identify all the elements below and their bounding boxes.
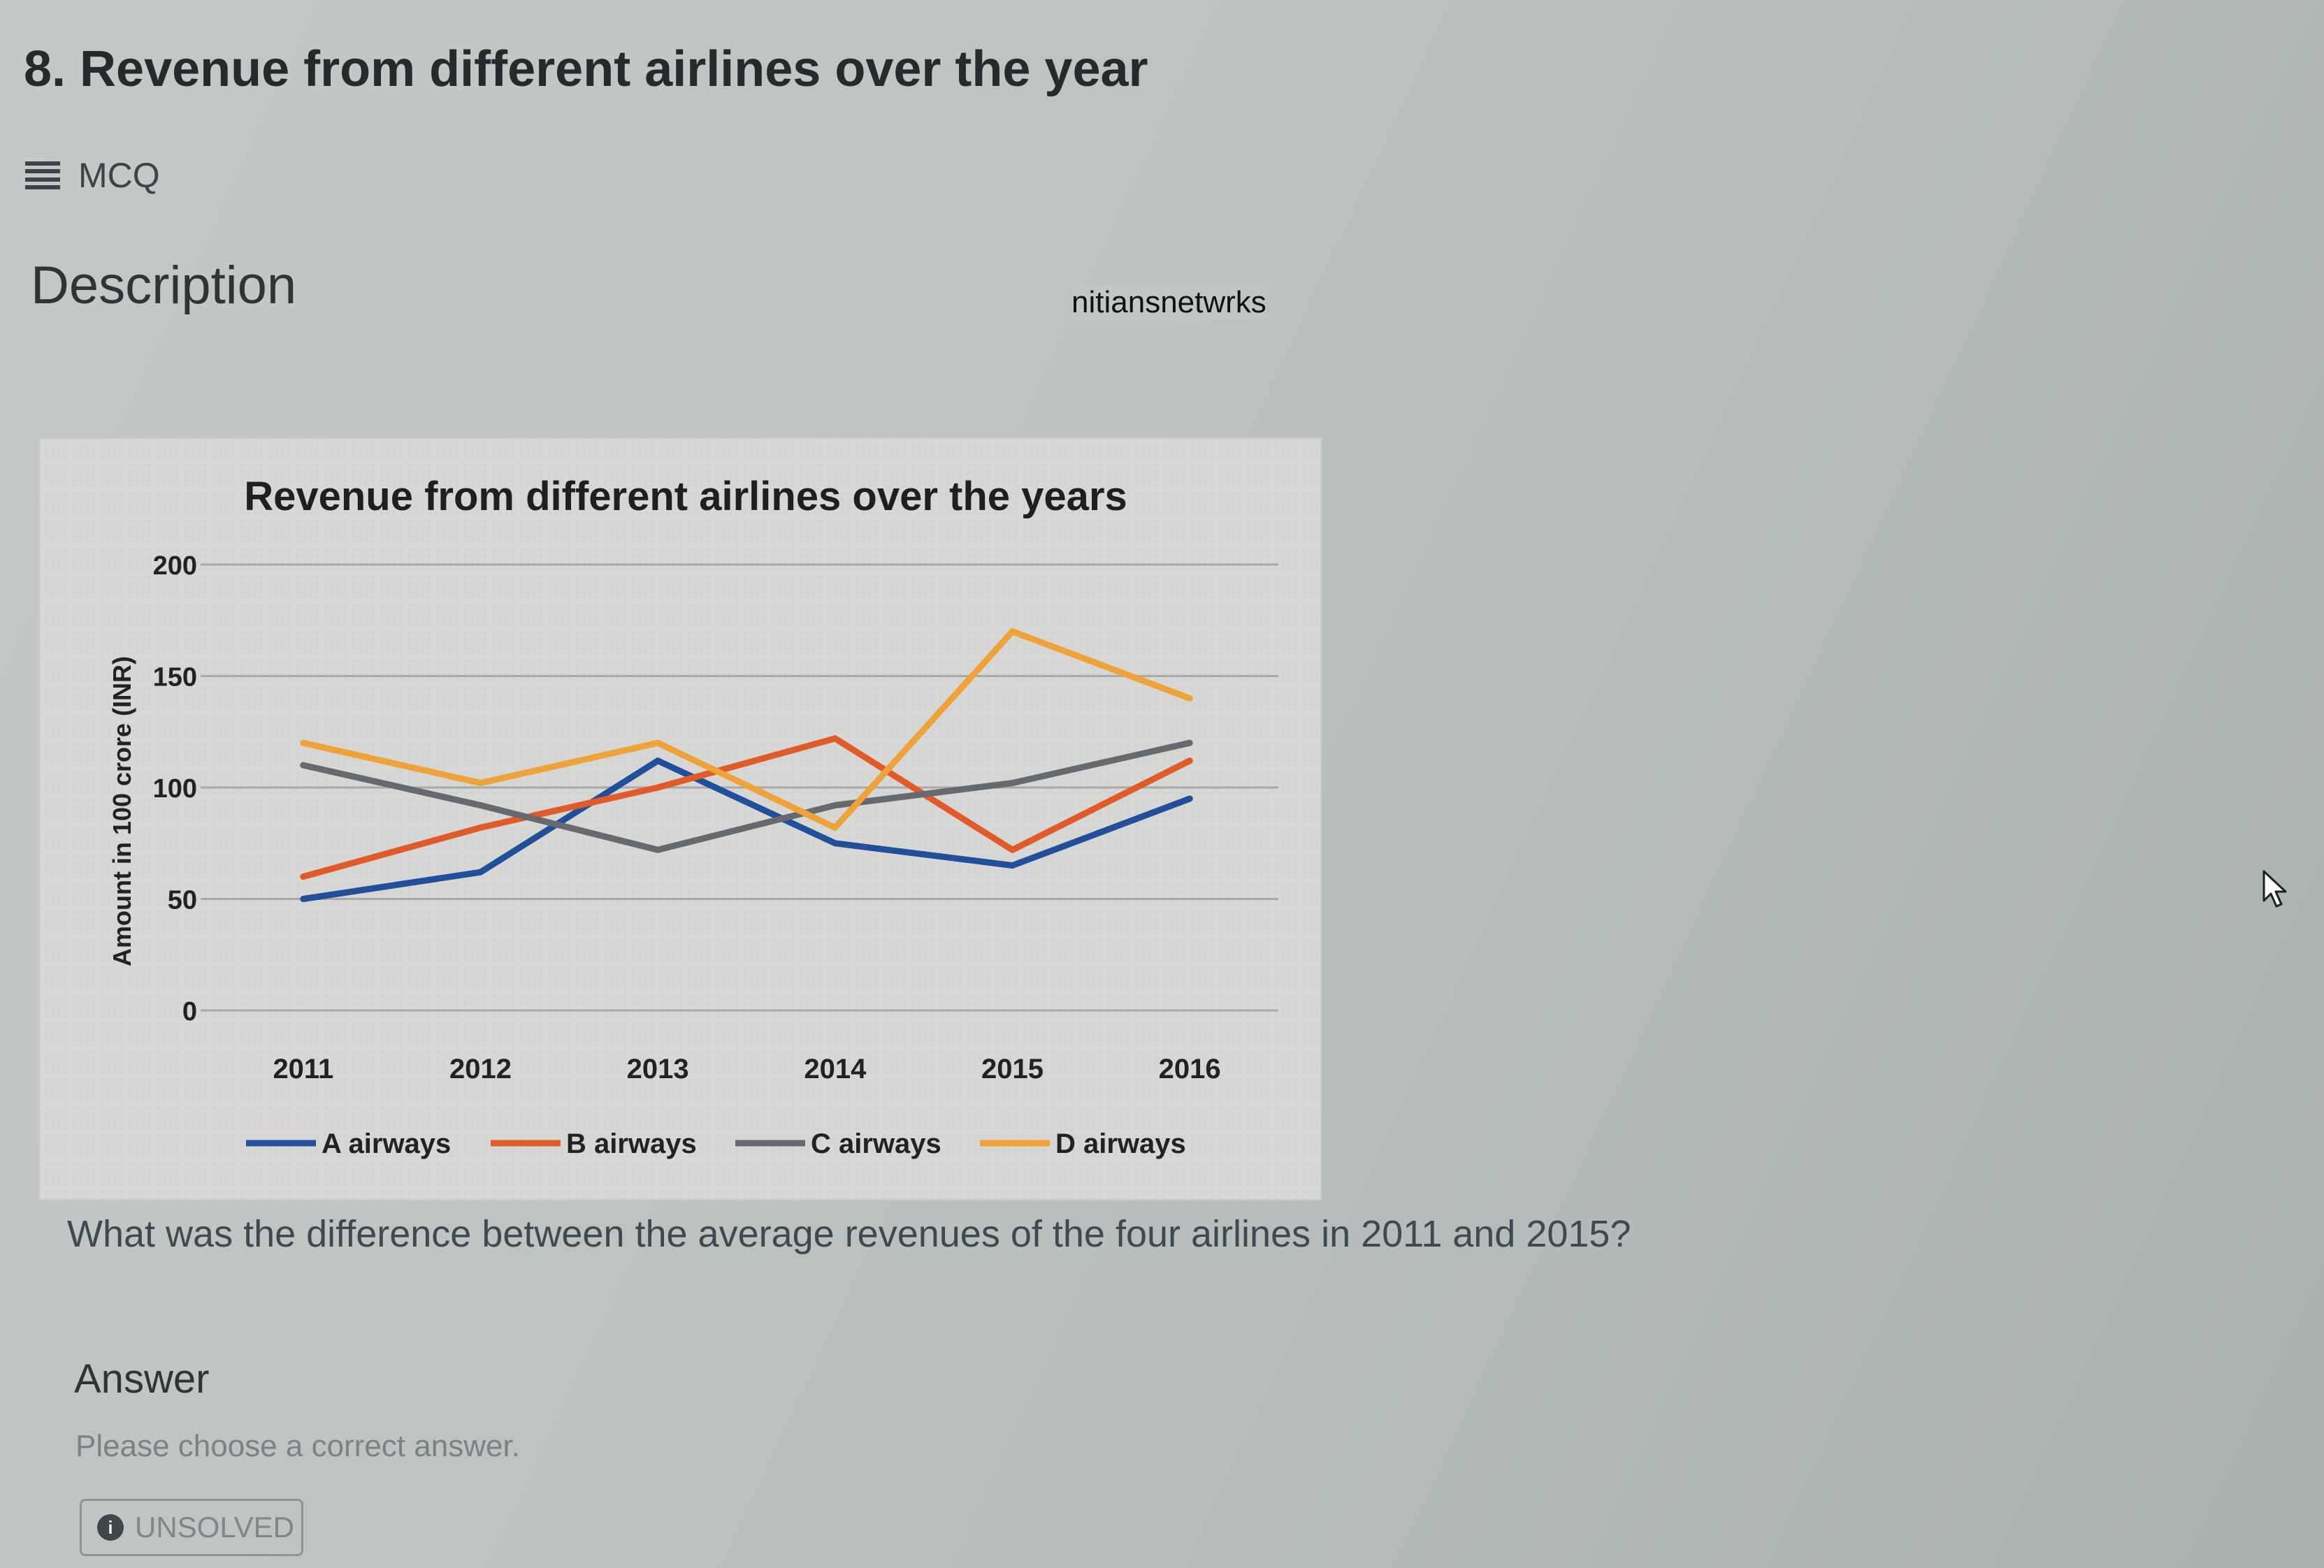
list-icon — [25, 161, 60, 189]
question-text: What was the difference between the aver… — [67, 1213, 1631, 1255]
chart-card: Revenue from different airlines over the… — [40, 439, 1320, 1199]
series-line-a-airways — [300, 757, 1193, 902]
status-label: UNSOLVED — [135, 1511, 294, 1544]
y-tick-label: 50 — [168, 886, 197, 915]
legend-label: B airways — [566, 1128, 697, 1159]
x-tick-label: 2013 — [627, 1054, 689, 1084]
y-tick-label: 100 — [153, 774, 197, 804]
status-badge[interactable]: i UNSOLVED — [80, 1499, 303, 1556]
x-tick-label: 2011 — [273, 1054, 333, 1084]
x-tick-label: 2014 — [804, 1054, 867, 1084]
answer-hint: Please choose a correct answer. — [75, 1429, 520, 1463]
legend-label: D airways — [1055, 1128, 1186, 1159]
y-axis-label: Amount in 100 crore (INR) — [108, 656, 136, 966]
series-line-d-airways — [300, 628, 1193, 831]
series-line-c-airways — [300, 739, 1193, 853]
description-heading: Description — [31, 256, 297, 315]
chart-title: Revenue from different airlines over the… — [244, 474, 1127, 519]
y-tick-label: 150 — [153, 663, 197, 692]
question-type-label: MCQ — [78, 156, 160, 195]
y-tick-label: 200 — [153, 551, 197, 581]
info-icon: i — [97, 1514, 124, 1541]
x-tick-label: 2016 — [1159, 1054, 1221, 1084]
answer-heading: Answer — [74, 1356, 210, 1402]
y-tick-label: 0 — [182, 997, 197, 1026]
x-tick-label: 2012 — [449, 1054, 512, 1084]
mouse-pointer-icon — [2262, 870, 2287, 908]
question-type: MCQ — [25, 150, 160, 201]
x-tick-label: 2015 — [981, 1054, 1044, 1084]
legend-label: A airways — [322, 1128, 451, 1159]
series-line-b-airways — [300, 735, 1193, 880]
question-title: 8. Revenue from different airlines over … — [24, 41, 1148, 97]
line-chart: Revenue from different airlines over the… — [40, 439, 1320, 1199]
legend-label: C airways — [811, 1128, 941, 1159]
watermark-text: nitiansnetwrks — [1071, 285, 1266, 320]
